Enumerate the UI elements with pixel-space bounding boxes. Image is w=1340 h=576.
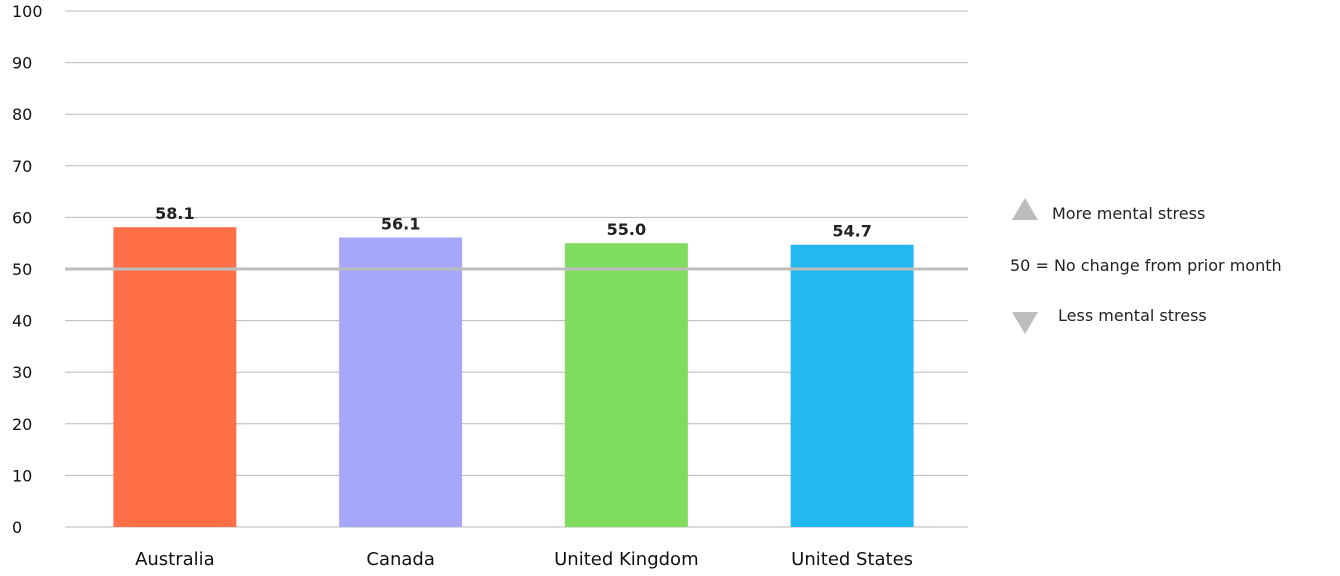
bars: [113, 227, 914, 528]
value-label: 56.1: [381, 215, 420, 234]
value-label: 54.7: [832, 222, 871, 241]
category-label: Australia: [135, 549, 215, 570]
value-labels: 58.1 56.1 55.0 54.7: [155, 204, 872, 241]
triangle-down-icon: [1012, 312, 1038, 334]
y-tick-label: 30: [12, 363, 32, 382]
y-tick-label: 60: [12, 208, 32, 227]
y-tick-label: 40: [12, 312, 32, 331]
y-tick-label: 0: [12, 518, 22, 537]
triangle-up-icon: [1012, 198, 1038, 220]
bar-canada: [339, 237, 463, 528]
bar-united-kingdom: [564, 243, 688, 527]
bar-australia: [113, 227, 237, 528]
y-tick-label: 70: [12, 157, 32, 176]
value-label: 55.0: [607, 220, 646, 239]
legend-item-less-stress: Less mental stress: [1010, 298, 1340, 334]
x-axis-category-labels: Australia Canada United Kingdom United Stat…: [135, 549, 913, 570]
bar-united-states: [790, 244, 914, 528]
legend: More mental stress 50 = No change from p…: [1010, 196, 1340, 334]
y-tick-label: 10: [12, 466, 32, 485]
category-label: United Kingdom: [554, 549, 698, 570]
y-axis-tick-labels: 0 10 20 30 40 50 60 70 80 90 100: [12, 2, 43, 537]
value-label: 58.1: [155, 204, 194, 223]
category-label: Canada: [366, 549, 435, 570]
legend-label-more-stress: More mental stress: [1052, 204, 1206, 223]
y-tick-label: 50: [12, 260, 32, 279]
y-tick-label: 90: [12, 54, 32, 73]
legend-item-more-stress: More mental stress: [1010, 196, 1340, 230]
legend-label-less-stress: Less mental stress: [1058, 306, 1207, 325]
legend-label-no-change: 50 = No change from prior month: [1010, 256, 1282, 275]
y-tick-label: 100: [12, 2, 43, 21]
y-tick-label: 20: [12, 415, 32, 434]
legend-item-no-change: 50 = No change from prior month: [1010, 248, 1340, 282]
category-label: United States: [791, 549, 913, 570]
y-tick-label: 80: [12, 105, 32, 124]
